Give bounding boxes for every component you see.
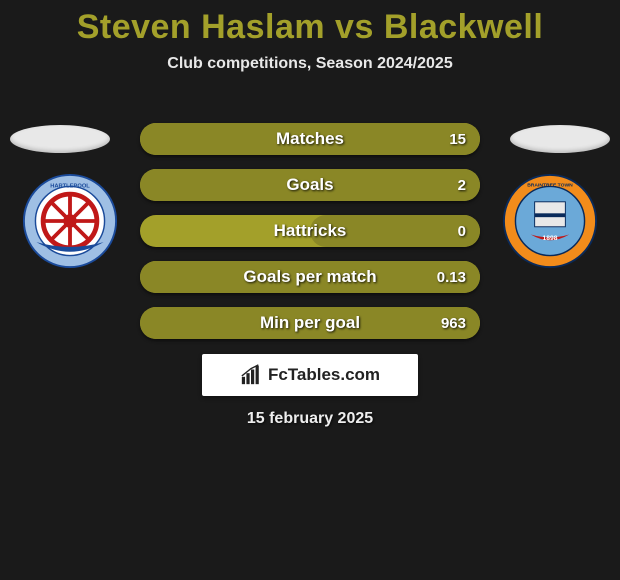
stat-label: Min per goal <box>140 313 480 333</box>
stat-bar: Hattricks0 <box>140 215 480 247</box>
stat-right-value: 15 <box>449 131 466 148</box>
bar-chart-icon <box>240 364 262 386</box>
brand-box: FcTables.com <box>202 354 418 396</box>
stat-bar: Goals2 <box>140 169 480 201</box>
stat-label: Hattricks <box>140 221 480 241</box>
svg-text:HARTLEPOOL: HARTLEPOOL <box>50 183 90 189</box>
stat-bar: Min per goal963 <box>140 307 480 339</box>
stat-bar: Matches15 <box>140 123 480 155</box>
vs-text: vs <box>335 8 374 46</box>
player2-name: Blackwell <box>384 8 543 46</box>
stat-label: Matches <box>140 129 480 149</box>
svg-text:1898: 1898 <box>543 235 558 242</box>
stat-bar: Goals per match0.13 <box>140 261 480 293</box>
stat-label: Goals per match <box>140 267 480 287</box>
subtitle: Club competitions, Season 2024/2025 <box>0 55 620 73</box>
stat-right-value: 0.13 <box>437 269 466 286</box>
stat-right-value: 963 <box>441 315 466 332</box>
stat-right-value: 0 <box>458 223 466 240</box>
stat-label: Goals <box>140 175 480 195</box>
footer-date: 15 february 2025 <box>0 410 620 428</box>
club-crest-right: 1898 BRAINTREE TOWN <box>502 173 598 269</box>
player2-photo-placeholder <box>510 125 610 153</box>
stats-bars: Matches15 Goals2 Hattricks0 Goals per match… <box>140 123 480 353</box>
brand-text: FcTables.com <box>268 365 380 385</box>
player1-name: Steven Haslam <box>77 8 325 46</box>
club-crest-left: HARTLEPOOL <box>22 173 118 269</box>
svg-text:BRAINTREE TOWN: BRAINTREE TOWN <box>527 182 573 188</box>
stat-right-value: 2 <box>458 177 466 194</box>
player1-photo-placeholder <box>10 125 110 153</box>
page-title: Steven Haslam vs Blackwell <box>0 0 620 47</box>
